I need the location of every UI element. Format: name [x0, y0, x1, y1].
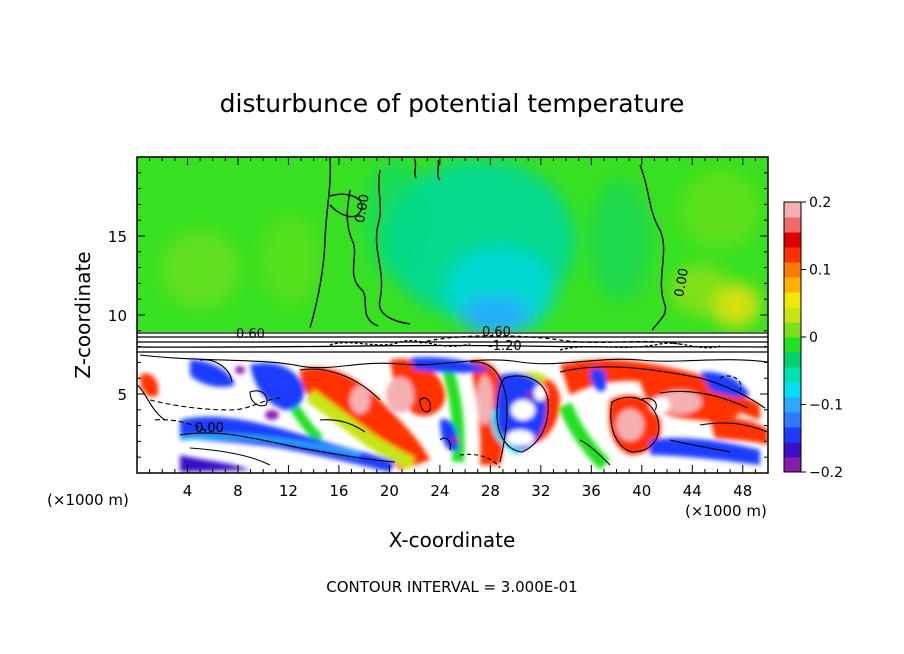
x-axis-ticks: 4 8 12 16 20 24 28 32 36 40 44 48 — [149, 157, 756, 500]
x-tick-label: 48 — [733, 482, 752, 500]
x-tick-label: 4 — [183, 482, 193, 500]
contour-label: 0.00 — [195, 421, 224, 436]
contour-label: 0.00 — [672, 267, 692, 298]
contour-label: 0.60 — [236, 327, 265, 342]
y-axis-ticks: 5 10 15 — [108, 172, 768, 458]
colorbar-swatch — [784, 202, 801, 218]
x-tick-label: 36 — [582, 482, 601, 500]
colorbar-tick-label: −0.2 — [809, 465, 843, 481]
colorbar-tick-label: 0.2 — [809, 195, 831, 211]
x-tick-label: 24 — [430, 482, 449, 500]
lower-layer-cells — [140, 357, 768, 472]
colorbar-swatch — [784, 397, 801, 413]
contour-label: -1.20 — [488, 339, 522, 354]
contour-labels: 0.00 0.00 0.60 0.60 -1.20 0.00 — [195, 193, 692, 436]
lower-contours — [137, 354, 768, 469]
contour-label: 0.00 — [353, 193, 373, 224]
colorbar-swatch — [784, 352, 801, 368]
x-tick-label: 44 — [683, 482, 702, 500]
y-axis-label: Z-coordinate — [71, 251, 95, 378]
x-unit-right: (×1000 m) — [685, 502, 767, 520]
x-tick-label: 28 — [481, 482, 500, 500]
upper-contours — [309, 157, 667, 331]
colorbar-swatch — [784, 322, 801, 338]
x-axis-label: X-coordinate — [389, 528, 516, 552]
x-tick-label: 12 — [279, 482, 298, 500]
x-tick-label: 16 — [329, 482, 348, 500]
x-unit-left: (×1000 m) — [47, 491, 129, 509]
colorbar-swatch — [784, 382, 801, 398]
colorbar-tick-label: 0 — [809, 330, 818, 346]
chart-title: disturbunce of potential temperature — [220, 89, 685, 118]
colorbar-swatch — [784, 277, 801, 293]
colorbar-tick-label: 0.1 — [809, 263, 831, 279]
upper-layer-blobs — [160, 160, 760, 335]
x-tick-label: 20 — [380, 482, 399, 500]
colorbar-swatch — [784, 232, 801, 248]
y-tick-label: 10 — [108, 307, 127, 325]
colorbar-swatch — [784, 442, 801, 458]
inversion-contours — [137, 332, 768, 353]
contour-label: 0.60 — [482, 325, 511, 340]
colorbar-swatch — [784, 367, 801, 383]
y-tick-label: 5 — [117, 386, 127, 404]
x-tick-label: 32 — [531, 482, 550, 500]
colorbar-swatch — [784, 412, 801, 428]
colorbar — [784, 202, 801, 473]
x-tick-label: 40 — [632, 482, 651, 500]
colorbar-ticks: −0.2 −0.1 0 0.1 0.2 — [801, 195, 843, 481]
y-tick-label: 15 — [108, 228, 127, 246]
colorbar-swatch — [784, 457, 801, 473]
plot-area: 0.00 0.00 0.60 0.60 -1.20 0.00 — [137, 157, 768, 473]
colorbar-swatch — [784, 247, 801, 263]
contour-interval-note: CONTOUR INTERVAL = 3.000E-01 — [326, 578, 577, 596]
colorbar-swatch — [784, 262, 801, 278]
colorbar-tick-label: −0.1 — [809, 398, 843, 414]
colorbar-swatch — [784, 337, 801, 353]
colorbar-swatch — [784, 427, 801, 443]
colorbar-swatch — [784, 292, 801, 308]
colorbar-swatch — [784, 307, 801, 323]
x-tick-label: 8 — [233, 482, 243, 500]
colorbar-swatch — [784, 217, 801, 233]
